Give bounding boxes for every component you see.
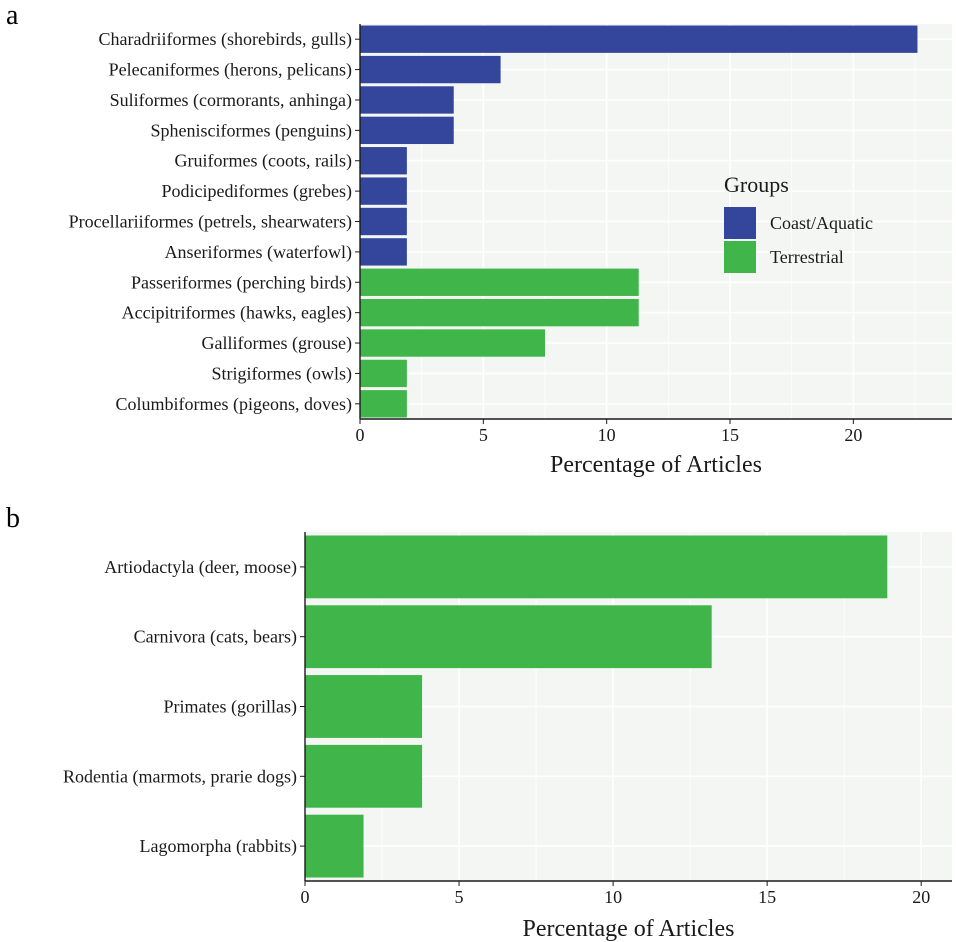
bar — [360, 207, 407, 236]
panel-letter-b: b — [6, 503, 20, 534]
legend: Groups Coast/Aquatic Terrestrial — [724, 172, 873, 273]
bar — [360, 268, 639, 296]
y-tick-label: Columbiformes (pigeons, doves) — [116, 394, 352, 415]
legend-swatch — [724, 207, 756, 239]
bar — [360, 25, 918, 53]
y-tick-label: Primates (gorillas) — [164, 697, 297, 718]
x-tick-label: 15 — [758, 887, 776, 907]
legend-label: Terrestrial — [770, 247, 844, 267]
x-tick-label: 10 — [604, 887, 622, 907]
y-tick-label: Galliformes (grouse) — [202, 333, 352, 354]
y-tick-label: Anseriformes (waterfowl) — [165, 242, 352, 263]
bar — [305, 605, 712, 669]
bar — [305, 744, 423, 808]
x-axis-title: Percentage of Articles — [523, 916, 735, 942]
legend-swatch — [724, 241, 756, 273]
x-tick-label: 5 — [455, 887, 464, 907]
bar — [360, 177, 407, 205]
bar — [360, 86, 454, 114]
y-tick-label: Accipitriformes (hawks, eagles) — [122, 303, 352, 324]
y-tick-label: Suliformes (cormorants, anhinga) — [110, 90, 352, 111]
panel-a-chart: Charadriiformes (shorebirds, gulls) Pelec… — [69, 24, 952, 478]
bar — [360, 147, 407, 175]
y-tick-label: Artiodactyla (deer, moose) — [104, 557, 297, 578]
x-tick-label: 10 — [598, 425, 616, 445]
y-tick-label: Pelecaniformes (herons, pelicans) — [109, 60, 352, 81]
y-tick-label: Podicipediformes (grebes) — [162, 181, 352, 202]
y-tick-label: Rodentia (marmots, prarie dogs) — [63, 766, 297, 787]
y-tick-label: Passeriformes (perching birds) — [131, 272, 352, 293]
panel-b-chart: Artiodactyla (deer, moose) Carnivora (cat… — [63, 532, 952, 942]
bar — [360, 359, 407, 388]
bar — [360, 329, 545, 357]
legend-title: Groups — [724, 172, 789, 197]
x-tick-label: 5 — [479, 425, 488, 445]
panel-letter-a: a — [6, 0, 19, 31]
bar — [360, 298, 639, 327]
x-tick-label: 0 — [301, 887, 310, 907]
x-tick-label: 0 — [356, 425, 365, 445]
bar — [360, 55, 501, 84]
y-tick-label: Lagomorpha (rabbits) — [140, 836, 297, 857]
y-tick-label: Sphenisciformes (penguins) — [151, 120, 352, 141]
bar — [360, 390, 407, 418]
bar — [360, 238, 407, 266]
bar — [305, 535, 888, 599]
y-tick-label: Charadriiformes (shorebirds, gulls) — [99, 29, 352, 50]
x-tick-label: 20 — [912, 887, 930, 907]
bar — [305, 814, 364, 878]
bar — [360, 116, 454, 145]
y-tick-label: Procellariiformes (petrels, shearwaters) — [69, 212, 352, 233]
x-tick-label: 20 — [844, 425, 862, 445]
y-tick-label: Strigiformes (owls) — [212, 363, 352, 384]
bar — [305, 675, 423, 738]
legend-label: Coast/Aquatic — [770, 213, 873, 233]
y-tick-label: Carnivora (cats, bears) — [134, 627, 297, 648]
y-tick-label: Gruiformes (coots, rails) — [175, 151, 352, 172]
x-tick-label: 15 — [721, 425, 739, 445]
x-axis-title: Percentage of Articles — [550, 452, 762, 478]
